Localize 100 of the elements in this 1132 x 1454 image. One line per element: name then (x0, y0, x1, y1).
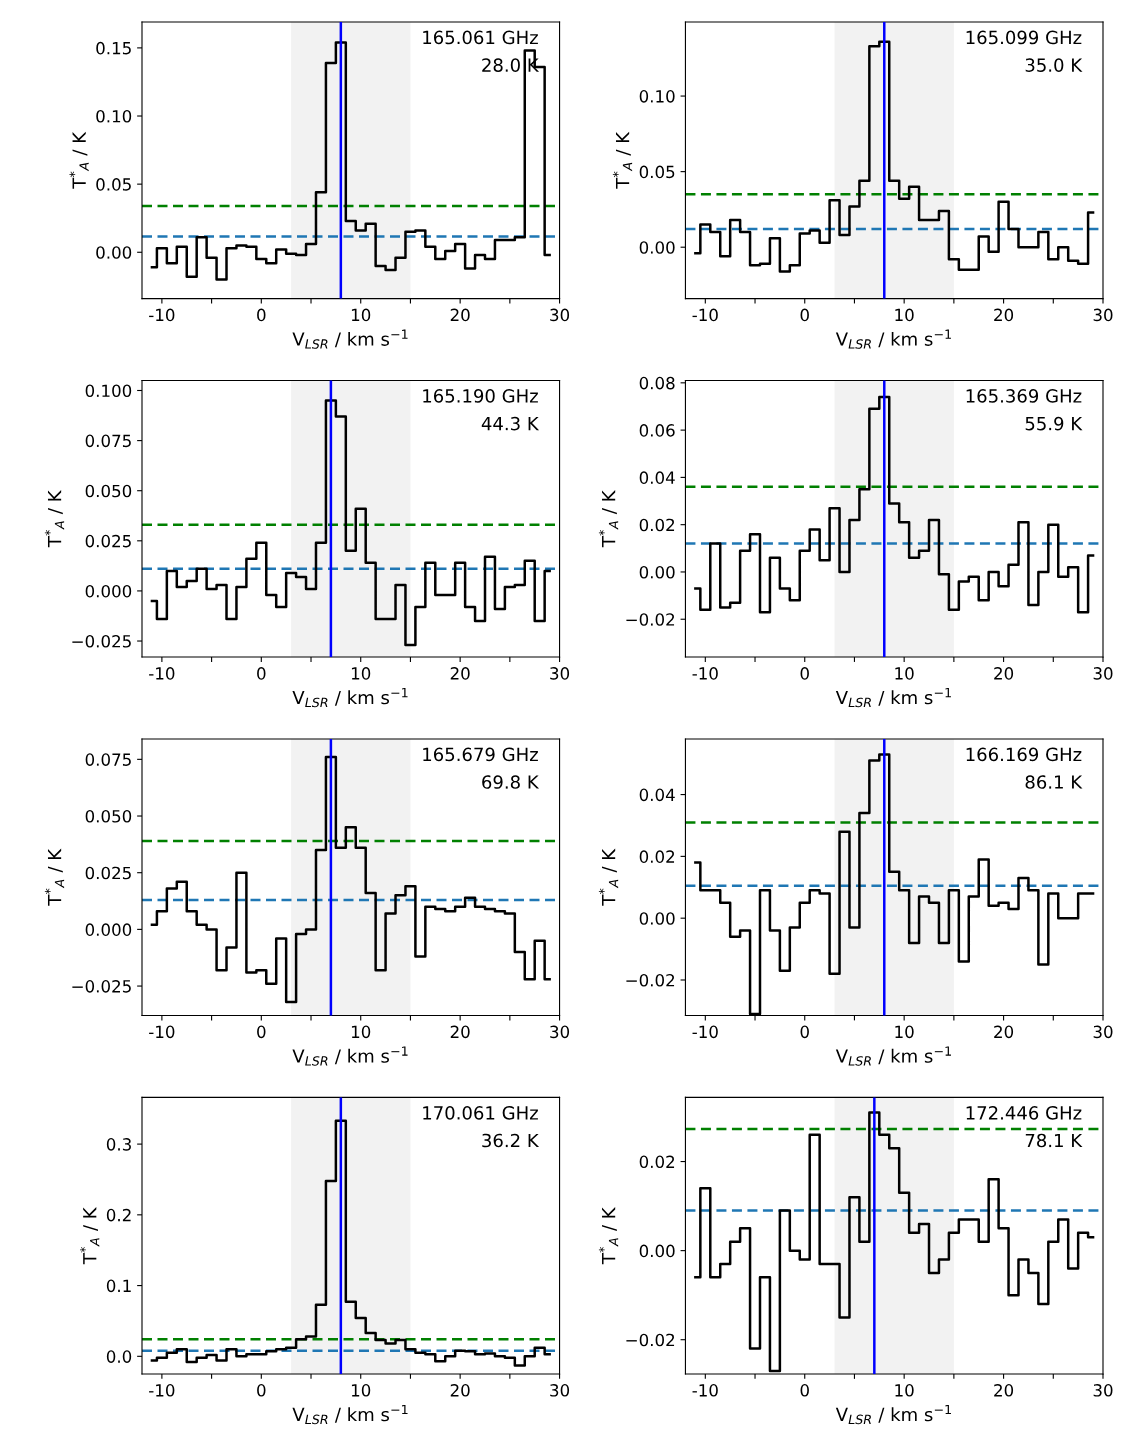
x-tick-label: -10 (149, 1384, 175, 1397)
y-axis-title: T$^{*}$$_{A}$ / K (598, 848, 619, 906)
y-tick-label: 0.075 (85, 434, 131, 448)
y-tick-label: 0.2 (106, 1208, 131, 1222)
y-tick-label: 0.075 (85, 753, 131, 766)
x-tick-label: 30 (550, 667, 570, 680)
x-tick-label: 30 (550, 308, 570, 322)
annotation: 170.061 GHz (423, 1106, 538, 1120)
annotation: 55.9 K (1025, 416, 1083, 431)
y-tick-label: 0.050 (85, 809, 132, 823)
y-tick-label: 0.10 (96, 109, 132, 123)
x-axis-title: V$_{LSR}$ / km s$^{−1}$ (835, 1404, 951, 1425)
x-tick-label: 30 (1093, 308, 1113, 322)
annotation: 165.190 GHz (423, 389, 538, 403)
y-tick-label: −0.02 (626, 1333, 675, 1347)
y-axis-title: T$^{*}$$_{A}$ / K (598, 1207, 619, 1265)
y-tick-label: −0.02 (626, 613, 675, 626)
y-tick-label: −0.025 (72, 980, 131, 993)
x-tick-label: 30 (550, 1025, 570, 1039)
x-tick-label: 20 (450, 667, 470, 680)
y-tick-label: 0.1 (106, 1279, 131, 1293)
x-tick-label: 10 (895, 308, 914, 322)
y-axis-title: T$^{*}$$_{A}$ / K (44, 848, 65, 906)
x-tick-label: 0 (800, 667, 809, 680)
x-tick-label: 20 (450, 1384, 470, 1397)
y-tick-label: 0.3 (106, 1138, 131, 1151)
annotation: 69.8 K (482, 775, 540, 789)
y-axis-title: T$^{*}$$_{A}$ / K (80, 1207, 100, 1265)
y-tick-label: −0.02 (626, 973, 675, 987)
annotation: 165.369 GHz (966, 389, 1082, 403)
y-tick-label: 0.02 (639, 1155, 675, 1169)
annotation: 165.679 GHz (423, 747, 538, 762)
x-tick-label: 20 (450, 308, 470, 322)
x-tick-label: 10 (351, 1025, 371, 1039)
x-tick-label: -10 (692, 1025, 718, 1039)
y-tick-label: 0.05 (639, 165, 675, 179)
x-tick-label: -10 (149, 308, 175, 322)
x-axis-title: V$_{LSR}$ / km s$^{−1}$ (292, 1404, 408, 1425)
y-tick-label: 0.100 (85, 384, 132, 398)
y-tick-label: 0.050 (85, 484, 132, 498)
x-tick-label: -10 (692, 1384, 718, 1397)
y-tick-label: 0.000 (85, 923, 132, 936)
y-tick-label: 0.000 (85, 584, 132, 598)
y-tick-label: 0.04 (639, 471, 675, 484)
x-tick-label: 10 (351, 667, 371, 680)
x-tick-label: 0 (257, 308, 266, 322)
y-tick-label: 0.025 (85, 534, 131, 548)
x-tick-label: 30 (1093, 1025, 1113, 1039)
y-tick-label: 0.08 (639, 376, 675, 390)
x-tick-label: 20 (994, 1025, 1014, 1039)
y-tick-label: 0.025 (85, 866, 131, 880)
x-tick-label: 20 (994, 667, 1014, 680)
annotation: 166.169 GHz (966, 747, 1082, 762)
x-axis-title: V$_{LSR}$ / km s$^{−1}$ (835, 329, 951, 349)
y-tick-label: 0.02 (639, 850, 675, 863)
x-tick-label: -10 (692, 667, 718, 680)
annotation: 165.099 GHz (966, 30, 1082, 45)
x-tick-label: 0 (257, 667, 266, 680)
y-tick-label: 0.05 (96, 178, 131, 191)
x-tick-label: 30 (1093, 1384, 1113, 1397)
annotation: 44.3 K (481, 416, 540, 431)
y-tick-label: 0.0 (106, 1350, 132, 1363)
x-tick-label: 20 (450, 1025, 470, 1039)
x-tick-label: 10 (895, 667, 914, 680)
y-tick-label: 0.00 (96, 246, 132, 259)
x-tick-label: 20 (994, 308, 1014, 322)
x-tick-label: 30 (550, 1384, 570, 1397)
x-tick-label: 10 (351, 1384, 371, 1397)
x-axis-title: V$_{LSR}$ / km s$^{−1}$ (292, 687, 408, 708)
x-tick-label: -10 (692, 308, 718, 322)
x-tick-label: 0 (257, 1384, 266, 1397)
y-tick-label: 0.15 (96, 41, 131, 55)
annotation: 86.1 K (1025, 775, 1083, 789)
x-tick-label: 0 (800, 1025, 809, 1039)
annotation: 36.2 K (482, 1133, 540, 1148)
annotation: 165.061 GHz (423, 30, 538, 45)
x-tick-label: 30 (1093, 667, 1113, 680)
y-tick-label: 0.02 (639, 518, 675, 532)
x-axis-title: V$_{LSR}$ / km s$^{−1}$ (835, 687, 951, 708)
y-tick-label: 0.04 (639, 788, 675, 802)
annotation: 35.0 K (1025, 58, 1083, 72)
x-tick-label: 0 (800, 308, 809, 322)
annotation: 78.1 K (1025, 1133, 1083, 1148)
x-tick-label: 0 (800, 1384, 809, 1397)
y-axis-title: T$^{*}$$_{A}$ / K (598, 490, 619, 548)
y-axis-title: T$^{*}$$_{A}$ / K (44, 490, 65, 548)
y-tick-label: 0.10 (639, 90, 675, 103)
x-axis-title: V$_{LSR}$ / km s$^{−1}$ (835, 1046, 951, 1066)
x-tick-label: 0 (257, 1025, 266, 1039)
y-tick-label: 0.00 (639, 241, 675, 254)
y-tick-label: 0.00 (639, 912, 675, 925)
x-tick-label: 10 (351, 308, 371, 322)
y-tick-label: 0.00 (639, 1244, 675, 1258)
y-axis-title: T$^{*}$$_{A}$ / K (69, 131, 89, 189)
x-tick-label: 20 (994, 1384, 1014, 1397)
x-tick-label: -10 (149, 667, 175, 680)
annotation: 172.446 GHz (966, 1106, 1082, 1120)
y-axis-title: T$^{*}$$_{A}$ / K (612, 131, 633, 189)
y-tick-label: 0.06 (639, 424, 675, 437)
x-axis-title: V$_{LSR}$ / km s$^{−1}$ (292, 1046, 408, 1066)
